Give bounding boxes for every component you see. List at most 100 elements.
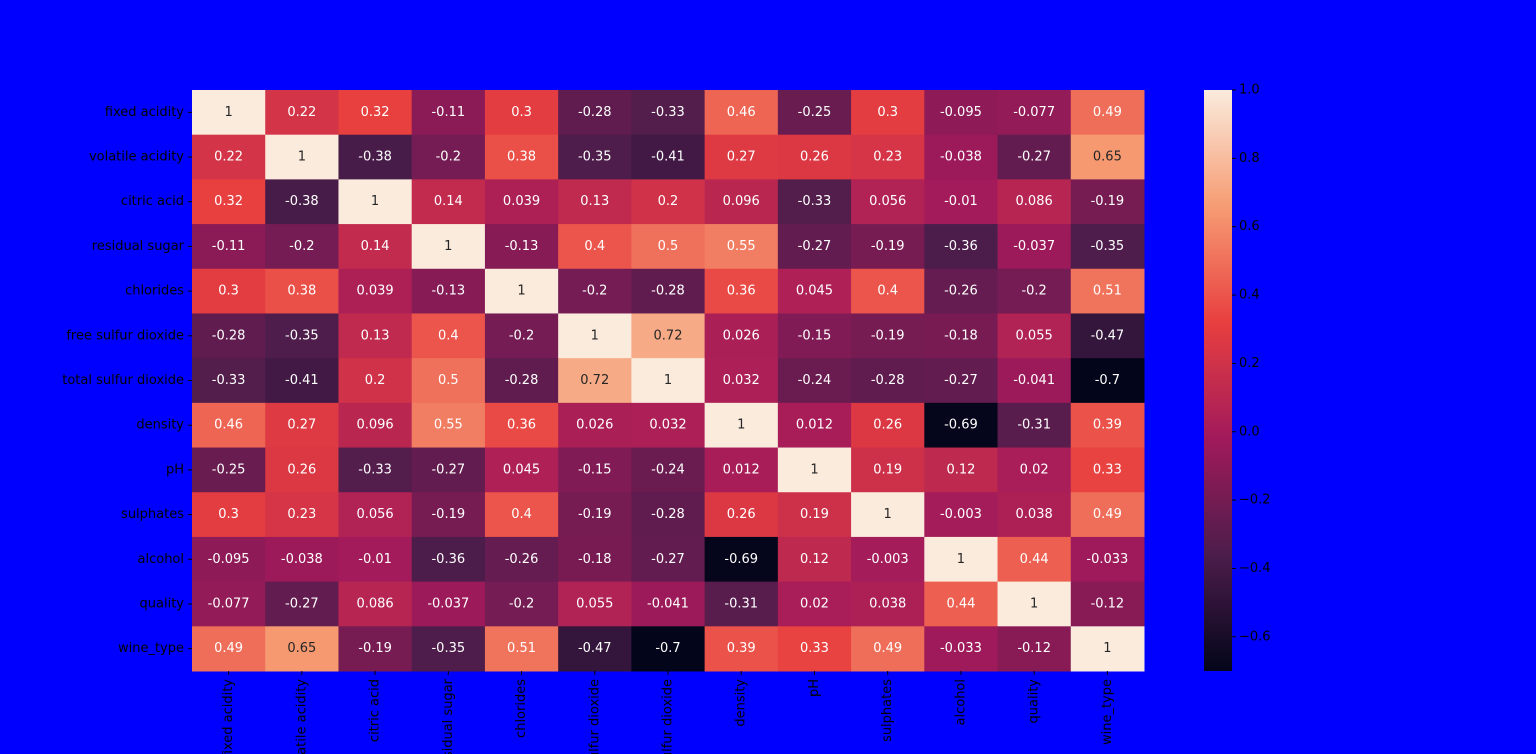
heatmap-cell	[851, 358, 925, 404]
cell-label: -0.11	[431, 105, 465, 120]
y-tick-label: wine_type	[118, 641, 184, 656]
heatmap-cell	[192, 447, 266, 493]
heatmap-cell	[997, 358, 1072, 404]
cell-label: -0.038	[940, 150, 982, 165]
heatmap-cell	[484, 358, 559, 404]
heatmap-cell	[777, 268, 852, 314]
x-tick-label: quality	[1027, 679, 1042, 724]
cell-label: -0.12	[1091, 596, 1125, 611]
heatmap-cell	[704, 492, 779, 538]
heatmap-cell	[631, 626, 706, 672]
cell-label: 0.33	[1093, 462, 1122, 477]
heatmap-cell	[558, 402, 632, 449]
cell-label: -0.18	[944, 328, 978, 343]
heatmap-cell	[558, 626, 632, 672]
colorbar-tick-label: −0.6	[1239, 629, 1271, 644]
heatmap-cell	[777, 313, 852, 359]
colorbar-tick-label: 0.6	[1239, 219, 1260, 234]
heatmap-cell	[851, 402, 925, 449]
heatmap-cell	[1070, 90, 1145, 136]
heatmap-cell	[265, 224, 339, 270]
heatmap-cell	[192, 402, 266, 449]
cell-label: -0.47	[578, 641, 612, 656]
heatmap-cell	[777, 90, 852, 136]
heatmap-cell	[1070, 134, 1145, 180]
cell-label: -0.2	[436, 150, 461, 165]
cell-label: 1	[591, 328, 599, 343]
cell-label: 0.086	[1016, 194, 1053, 209]
heatmap-cell	[338, 536, 413, 583]
cell-label: -0.095	[940, 105, 982, 120]
heatmap-cell	[1070, 402, 1145, 449]
heatmap-cell	[411, 581, 486, 627]
heatmap-cell	[1070, 313, 1145, 359]
cell-label: -0.19	[871, 239, 905, 254]
heatmap-cell	[631, 447, 706, 493]
cell-label: 0.65	[1093, 150, 1122, 165]
cell-label: -0.2	[289, 239, 314, 254]
y-tick-label: pH	[166, 462, 184, 477]
cell-label: 0.12	[946, 462, 975, 477]
heatmap-cell	[777, 179, 852, 225]
cell-label: 0.3	[218, 284, 239, 299]
cell-label: 0.045	[503, 462, 540, 477]
cell-label: -0.28	[505, 373, 539, 388]
heatmap-cell	[265, 358, 339, 404]
heatmap-cell	[704, 224, 779, 270]
cell-label: -0.27	[798, 239, 832, 254]
cell-label: 0.44	[1020, 552, 1049, 567]
heatmap-cell	[265, 268, 339, 314]
heatmap-cell	[338, 90, 413, 136]
heatmap-cell	[704, 313, 779, 359]
heatmap-cell	[704, 358, 779, 404]
cell-label: 0.14	[434, 194, 463, 209]
heatmap-cell	[192, 134, 266, 180]
cell-label: -0.12	[1017, 641, 1051, 656]
cell-label: 0.026	[723, 328, 760, 343]
heatmap-cell	[777, 536, 852, 583]
heatmap-cell	[192, 268, 266, 314]
cell-label: -0.35	[431, 641, 465, 656]
cell-label: 0.086	[356, 596, 393, 611]
cell-label: -0.28	[651, 284, 685, 299]
heatmap-cell	[924, 134, 999, 180]
heatmap-cell	[265, 402, 339, 449]
cell-label: -0.7	[655, 641, 680, 656]
cell-label: -0.41	[651, 150, 685, 165]
cell-label: -0.24	[651, 462, 685, 477]
heatmap-cell	[851, 492, 925, 538]
heatmap-cell	[192, 536, 266, 583]
heatmap-cell	[924, 492, 999, 538]
heatmap-cell	[997, 224, 1072, 270]
cell-label: 0.02	[800, 596, 829, 611]
heatmap-cell	[851, 581, 925, 627]
heatmap-cell	[484, 581, 559, 627]
heatmap-cell	[997, 179, 1072, 225]
cell-label: 0.26	[873, 418, 902, 433]
cell-label: -0.33	[212, 373, 246, 388]
cell-label: 0.13	[361, 328, 390, 343]
x-tick-label: wine_type	[1100, 679, 1115, 745]
heatmap-cell	[484, 268, 559, 314]
heatmap-cell	[704, 134, 779, 180]
heatmap-cell	[338, 626, 413, 672]
cell-label: -0.19	[358, 641, 392, 656]
cell-label: -0.037	[1013, 239, 1055, 254]
heatmap-cell	[851, 313, 925, 359]
heatmap-cell	[777, 447, 852, 493]
heatmap-cell	[484, 626, 559, 672]
heatmap-cell	[631, 90, 706, 136]
heatmap-cell	[851, 134, 925, 180]
heatmap-cell	[631, 134, 706, 180]
heatmap-cell	[338, 134, 413, 180]
heatmap-cell	[997, 134, 1072, 180]
heatmap-cell	[484, 179, 559, 225]
heatmap-cell	[484, 536, 559, 583]
heatmap-cell	[338, 268, 413, 314]
heatmap-cell	[631, 313, 706, 359]
heatmap-cell	[338, 447, 413, 493]
heatmap-cell	[851, 626, 925, 672]
cell-label: 0.012	[723, 462, 760, 477]
cell-label: 0.27	[727, 150, 756, 165]
heatmap-cell	[1070, 179, 1145, 225]
